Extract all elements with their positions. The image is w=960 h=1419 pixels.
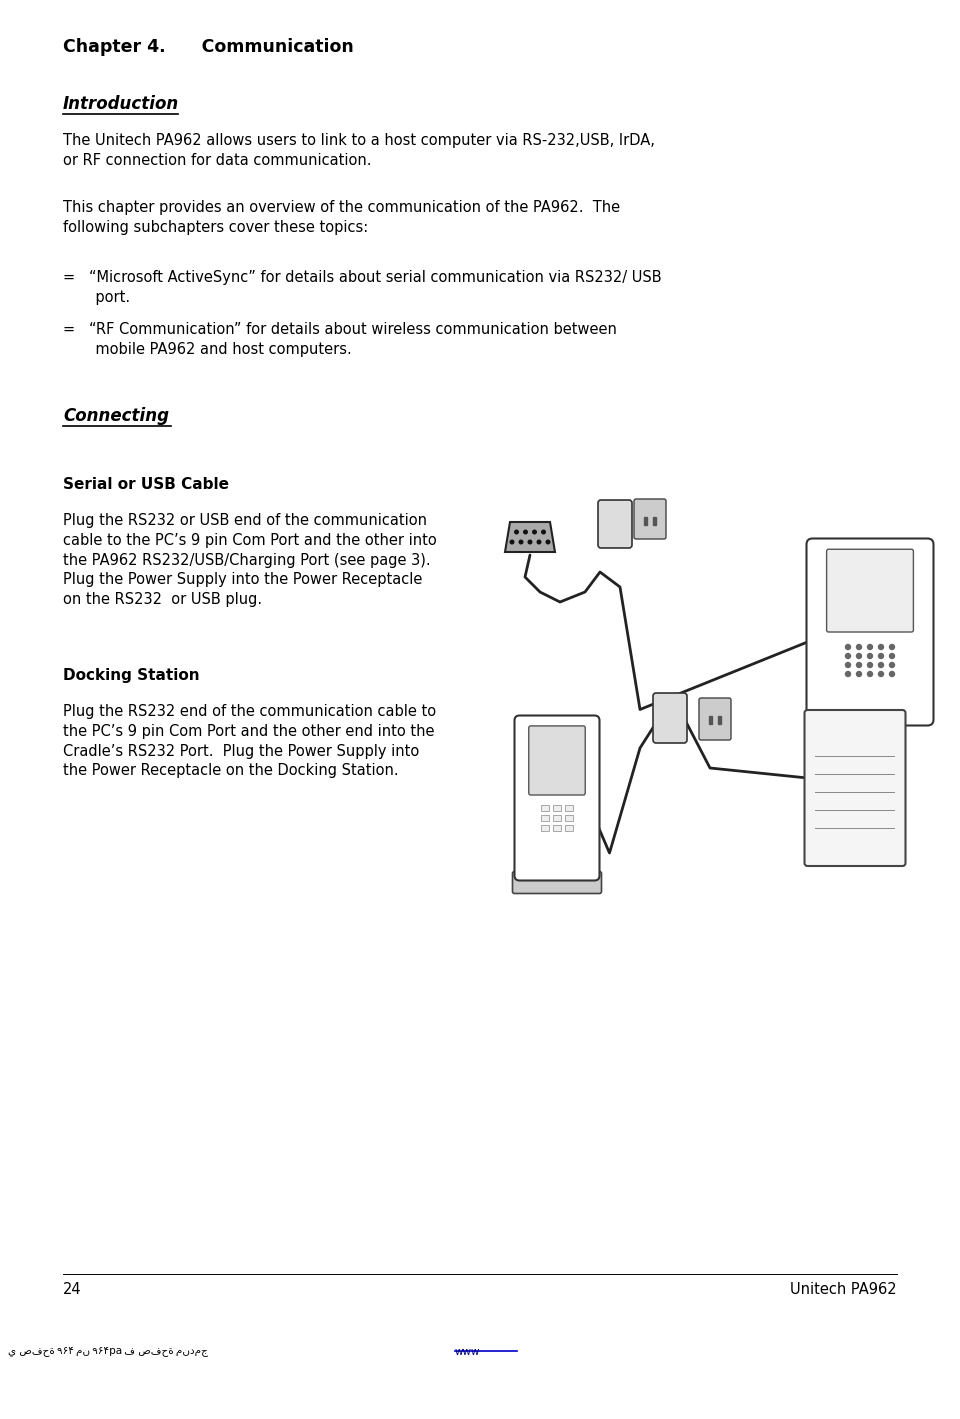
Text: 24: 24 xyxy=(63,1281,82,1297)
Circle shape xyxy=(856,654,861,658)
Text: www: www xyxy=(455,1347,481,1357)
Circle shape xyxy=(846,671,851,677)
Circle shape xyxy=(541,531,545,534)
Circle shape xyxy=(856,671,861,677)
Bar xyxy=(541,824,549,832)
FancyBboxPatch shape xyxy=(598,499,632,548)
Bar xyxy=(553,824,561,832)
Circle shape xyxy=(878,671,883,677)
FancyBboxPatch shape xyxy=(529,727,586,795)
Circle shape xyxy=(846,663,851,667)
Circle shape xyxy=(878,663,883,667)
Text: =   “Microsoft ActiveSync” for details about serial communication via RS232/ USB: = “Microsoft ActiveSync” for details abo… xyxy=(63,270,661,305)
FancyBboxPatch shape xyxy=(513,871,602,894)
Text: =   “RF Communication” for details about wireless communication between
       m: = “RF Communication” for details about w… xyxy=(63,322,617,356)
Circle shape xyxy=(524,531,527,534)
Polygon shape xyxy=(505,522,555,552)
Text: ي صفحة ۹۶۴ من ۹۶۴pa ف صفحة مندمج: ي صفحة ۹۶۴ من ۹۶۴pa ف صفحة مندمج xyxy=(8,1347,208,1357)
FancyBboxPatch shape xyxy=(634,499,666,539)
FancyBboxPatch shape xyxy=(804,710,905,866)
Circle shape xyxy=(519,541,523,543)
Circle shape xyxy=(846,644,851,650)
Text: Docking Station: Docking Station xyxy=(63,668,200,683)
FancyBboxPatch shape xyxy=(827,549,913,631)
Text: Serial or USB Cable: Serial or USB Cable xyxy=(63,477,229,492)
Text: Connecting: Connecting xyxy=(63,407,169,426)
Bar xyxy=(541,805,549,812)
Bar xyxy=(565,824,573,832)
Bar xyxy=(565,805,573,812)
Circle shape xyxy=(510,541,514,543)
Circle shape xyxy=(856,644,861,650)
Circle shape xyxy=(528,541,532,543)
Circle shape xyxy=(515,531,518,534)
Bar xyxy=(553,805,561,812)
Circle shape xyxy=(868,654,873,658)
Circle shape xyxy=(538,541,540,543)
Circle shape xyxy=(890,654,895,658)
Text: This chapter provides an overview of the communication of the PA962.  The
follow: This chapter provides an overview of the… xyxy=(63,200,620,234)
Circle shape xyxy=(890,663,895,667)
FancyBboxPatch shape xyxy=(653,692,687,744)
Bar xyxy=(644,517,647,525)
Circle shape xyxy=(546,541,550,543)
Circle shape xyxy=(890,671,895,677)
Bar xyxy=(718,717,721,724)
Bar xyxy=(541,815,549,822)
Text: Plug the RS232 or USB end of the communication
cable to the PC’s 9 pin Com Port : Plug the RS232 or USB end of the communi… xyxy=(63,514,437,607)
Text: Introduction: Introduction xyxy=(63,95,180,114)
FancyBboxPatch shape xyxy=(806,538,933,725)
Circle shape xyxy=(878,644,883,650)
Bar xyxy=(653,517,656,525)
Circle shape xyxy=(878,654,883,658)
Circle shape xyxy=(868,671,873,677)
Circle shape xyxy=(890,644,895,650)
Text: Unitech PA962: Unitech PA962 xyxy=(790,1281,897,1297)
Text: Plug the RS232 end of the communication cable to
the PC’s 9 pin Com Port and the: Plug the RS232 end of the communication … xyxy=(63,704,436,779)
Bar xyxy=(565,815,573,822)
Circle shape xyxy=(846,654,851,658)
Circle shape xyxy=(868,644,873,650)
Text: Chapter 4.      Communication: Chapter 4. Communication xyxy=(63,38,353,55)
Bar xyxy=(553,815,561,822)
Bar xyxy=(709,717,712,724)
FancyBboxPatch shape xyxy=(699,698,731,739)
Circle shape xyxy=(868,663,873,667)
Circle shape xyxy=(533,531,537,534)
Text: The Unitech PA962 allows users to link to a host computer via RS-232,USB, IrDA,
: The Unitech PA962 allows users to link t… xyxy=(63,133,655,167)
Circle shape xyxy=(856,663,861,667)
FancyBboxPatch shape xyxy=(515,715,599,881)
